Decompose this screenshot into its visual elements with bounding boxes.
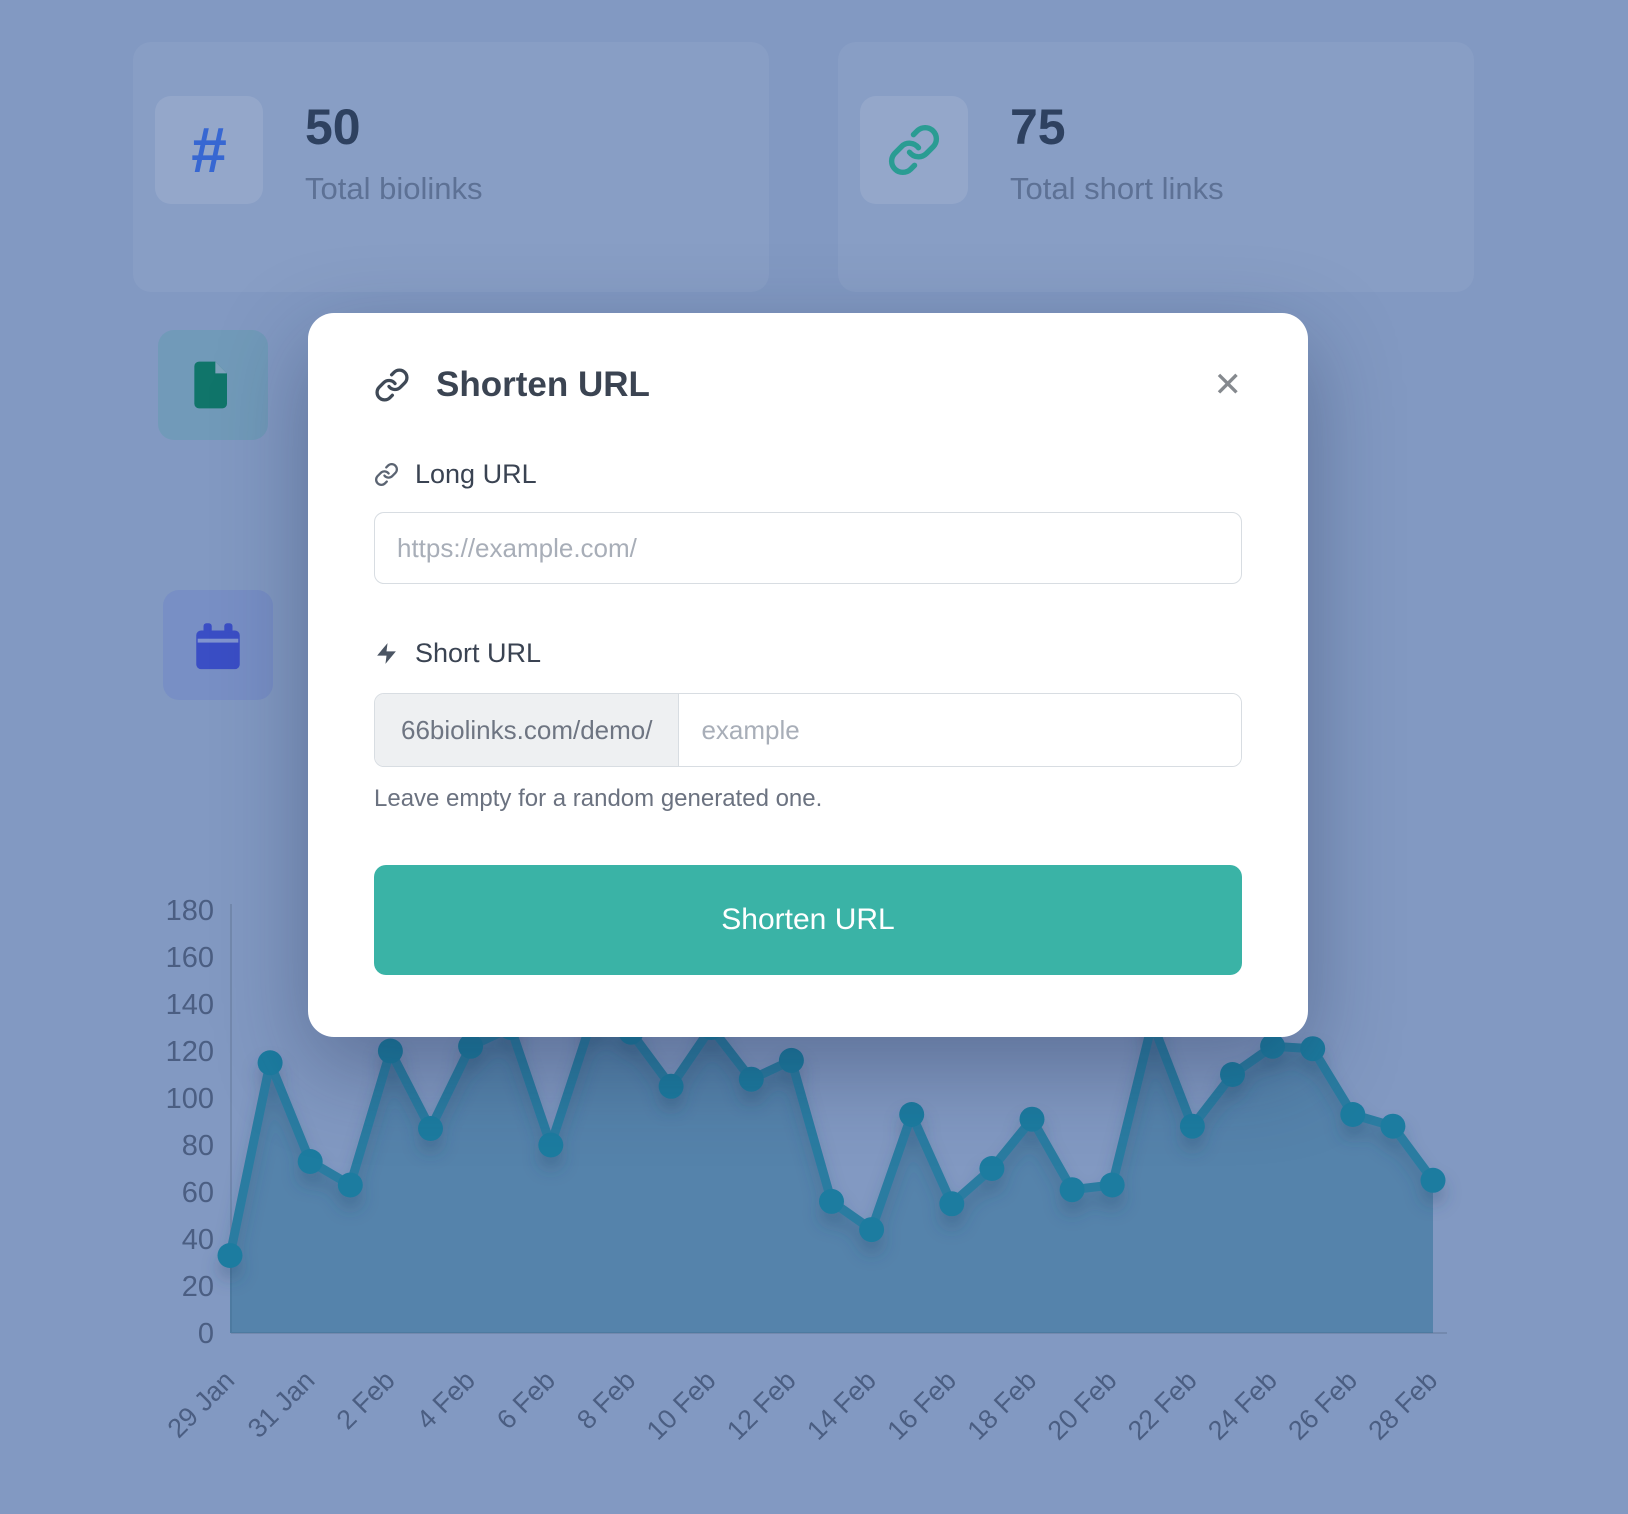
hash-icon: # xyxy=(155,96,263,204)
svg-text:10 Feb: 10 Feb xyxy=(641,1365,722,1446)
link-icon xyxy=(375,463,398,486)
svg-text:4 Feb: 4 Feb xyxy=(411,1365,481,1435)
short-url-label-row: Short URL xyxy=(374,638,1242,669)
shorten-url-button[interactable]: Shorten URL xyxy=(374,865,1242,975)
stat-card-total-short-links: 75 Total short links xyxy=(838,42,1474,292)
svg-text:31 Jan: 31 Jan xyxy=(242,1365,321,1444)
long-url-label-row: Long URL xyxy=(374,459,1242,490)
svg-text:100: 100 xyxy=(166,1083,214,1115)
svg-text:8 Feb: 8 Feb xyxy=(571,1365,641,1435)
svg-text:0: 0 xyxy=(198,1318,214,1350)
long-url-label: Long URL xyxy=(415,459,537,489)
stat-value-short-links: 75 xyxy=(1010,99,1066,155)
short-url-input-group: 66biolinks.com/demo/ xyxy=(374,693,1242,767)
modal-header: Shorten URL ✕ xyxy=(374,365,1242,405)
stat-label-short-links: Total short links xyxy=(1010,171,1224,206)
svg-text:60: 60 xyxy=(182,1177,214,1209)
svg-text:180: 180 xyxy=(166,895,214,927)
short-url-input[interactable] xyxy=(679,694,1241,766)
svg-text:26 Feb: 26 Feb xyxy=(1282,1365,1363,1446)
close-icon[interactable]: ✕ xyxy=(1213,366,1243,404)
short-url-prefix: 66biolinks.com/demo/ xyxy=(375,694,680,766)
svg-text:28 Feb: 28 Feb xyxy=(1363,1365,1444,1446)
stat-label-biolinks: Total biolinks xyxy=(305,171,483,206)
file-icon xyxy=(158,330,268,440)
link-icon xyxy=(375,368,409,402)
svg-text:24 Feb: 24 Feb xyxy=(1202,1365,1283,1446)
shorten-url-modal: Shorten URL ✕ Long URL Short URL 66bioli… xyxy=(308,313,1308,1037)
lightning-icon xyxy=(377,643,396,664)
calendar-icon xyxy=(163,590,273,700)
short-url-label: Short URL xyxy=(415,638,542,668)
svg-text:40: 40 xyxy=(182,1224,214,1256)
svg-text:2 Feb: 2 Feb xyxy=(331,1365,401,1435)
stat-value-biolinks: 50 xyxy=(305,99,361,155)
svg-text:80: 80 xyxy=(182,1130,214,1162)
svg-text:20 Feb: 20 Feb xyxy=(1042,1365,1123,1446)
svg-text:120: 120 xyxy=(166,1036,214,1068)
svg-text:29 Jan: 29 Jan xyxy=(162,1365,241,1444)
hash-glyph: # xyxy=(191,114,227,186)
link-icon xyxy=(860,96,968,204)
svg-text:140: 140 xyxy=(166,989,214,1021)
long-url-input[interactable] xyxy=(374,512,1242,584)
svg-text:16 Feb: 16 Feb xyxy=(881,1365,962,1446)
svg-text:6 Feb: 6 Feb xyxy=(491,1365,561,1435)
svg-text:12 Feb: 12 Feb xyxy=(721,1365,802,1446)
short-url-helper-text: Leave empty for a random generated one. xyxy=(374,785,823,812)
svg-text:18 Feb: 18 Feb xyxy=(962,1365,1043,1446)
modal-title: Shorten URL xyxy=(436,365,650,404)
svg-text:20: 20 xyxy=(182,1271,214,1303)
svg-text:160: 160 xyxy=(166,942,214,974)
stat-card-total-biolinks: # 50 Total biolinks xyxy=(133,42,769,292)
svg-text:22 Feb: 22 Feb xyxy=(1122,1365,1203,1446)
svg-text:14 Feb: 14 Feb xyxy=(801,1365,882,1446)
